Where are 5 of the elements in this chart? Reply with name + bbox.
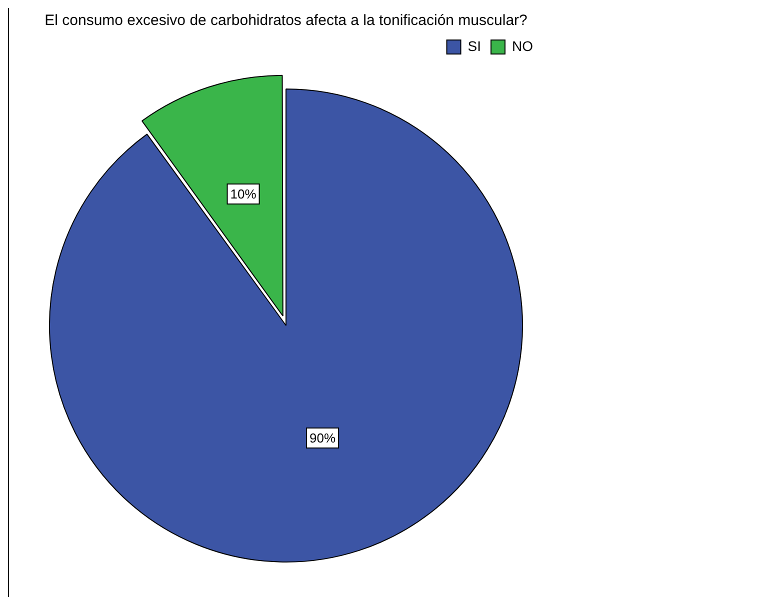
data-label: 90% bbox=[310, 430, 336, 446]
data-label: 10% bbox=[230, 186, 257, 202]
legend-label: SI bbox=[468, 38, 482, 54]
chart-title: El consumo excesivo de carbohidratos afecta a la tonificación muscular? bbox=[44, 12, 528, 30]
legend-label: NO bbox=[512, 38, 534, 54]
